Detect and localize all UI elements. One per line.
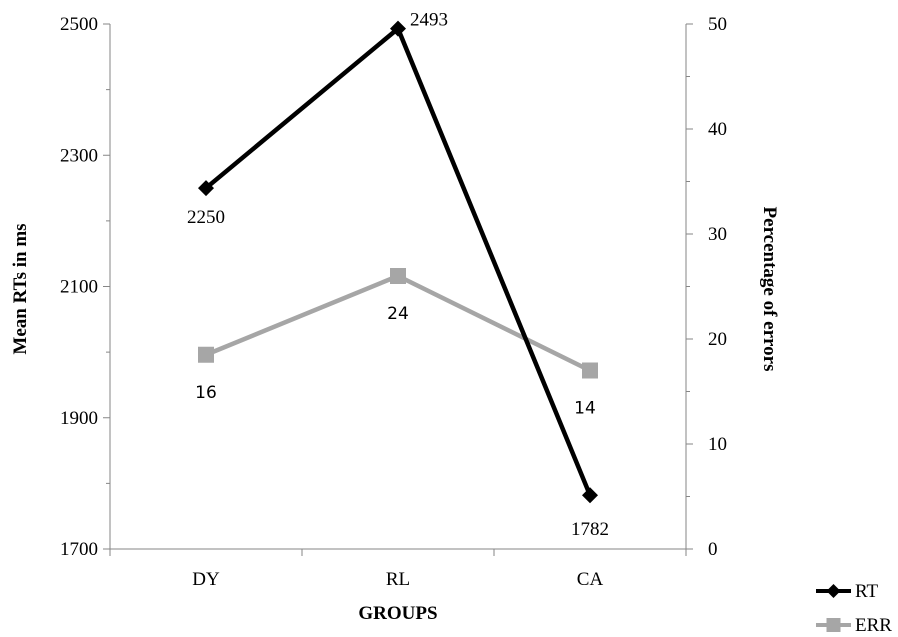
x-tick-label: RL	[386, 569, 410, 590]
marker-rt	[390, 20, 406, 37]
y2-tick-label: 10	[708, 434, 727, 455]
y-axis-title: Mean RTs in ms	[10, 223, 31, 354]
series-layer	[198, 20, 598, 504]
marker-err	[198, 346, 214, 363]
data-label-err: 14	[574, 399, 596, 419]
x-axis-title: GROUPS	[358, 603, 437, 624]
y2-tick-label: 40	[708, 119, 727, 140]
data-label-rt: 1782	[571, 519, 609, 540]
marker-err	[390, 268, 406, 284]
x-tick-label: DY	[192, 569, 220, 590]
x-tick-label: CA	[577, 569, 604, 590]
data-label-err: 16	[195, 383, 217, 403]
y2-tick-label: 30	[708, 224, 727, 245]
axes: 1700 1900 2100 2300 2500 0 10 20 30 40 50 DY RL CA	[60, 14, 727, 590]
y-tick-label: 2300	[60, 145, 98, 166]
marker-rt	[198, 180, 214, 197]
y-tick-label: 1700	[60, 539, 98, 560]
labels-layer: 2250 2493 1782 16 24 14	[187, 10, 609, 541]
y-tick-label: 1900	[60, 408, 98, 429]
y-tick-label: 2100	[60, 277, 98, 298]
legend-label-rt: RT	[855, 581, 879, 602]
legend-item-err: ERR	[816, 615, 892, 636]
marker-err	[582, 362, 598, 379]
legend: RT ERR	[816, 581, 892, 636]
data-label-rt: 2250	[187, 207, 225, 228]
y2-tick-label: 20	[708, 329, 727, 350]
series-line-rt	[204, 26, 593, 497]
legend-label-err: ERR	[855, 615, 892, 636]
marker-rt	[582, 487, 598, 504]
y2-axis-title: Percentage of errors	[759, 207, 780, 372]
data-label-rt: 2493	[410, 10, 448, 31]
data-label-err: 24	[387, 304, 409, 324]
legend-item-rt: RT	[816, 581, 879, 602]
y-tick-label: 2500	[60, 14, 98, 35]
y2-tick-label: 50	[708, 14, 727, 35]
y2-tick-label: 0	[708, 539, 718, 560]
